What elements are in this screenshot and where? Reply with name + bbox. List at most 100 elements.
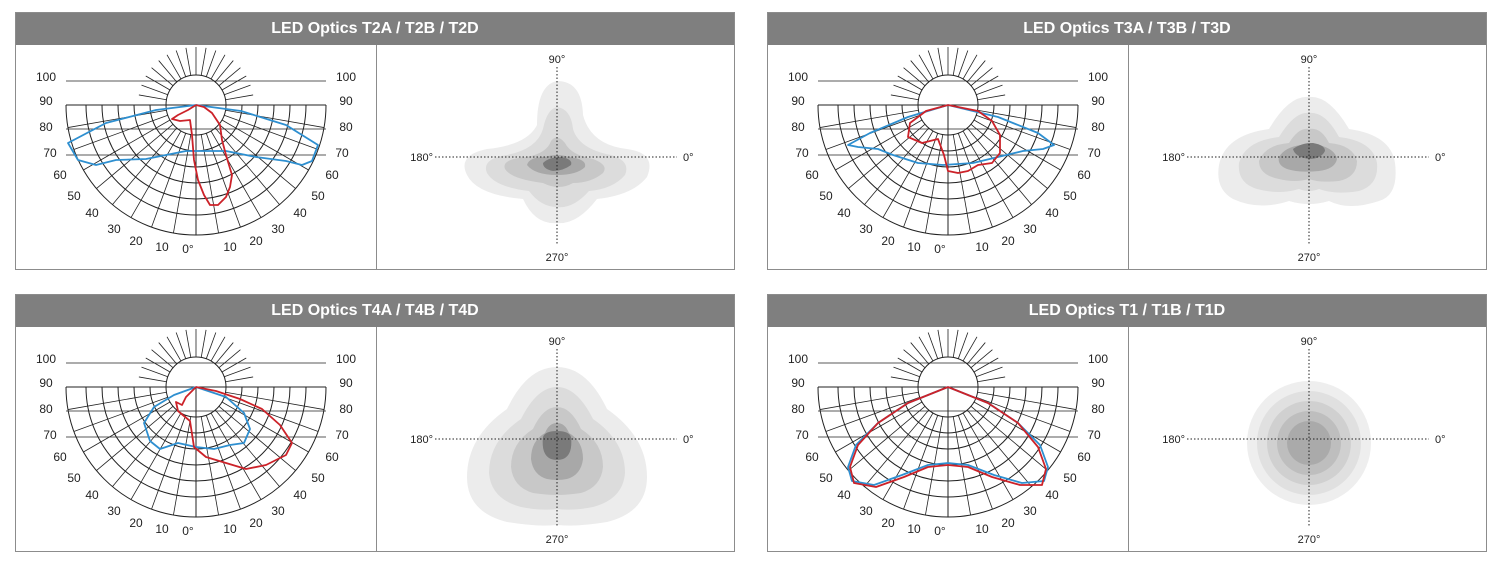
polar-label: 80 — [1091, 120, 1105, 134]
polar-label: 0° — [182, 242, 194, 256]
isolux-label-left: 180° — [1162, 434, 1185, 446]
polar-spoke — [73, 396, 168, 432]
polar-label: 80 — [1091, 402, 1105, 416]
panel-t4: LED Optics T4A / T4B / T4D 100 90 80 70 60 50… — [15, 294, 735, 552]
red-curve — [175, 386, 293, 470]
polar-label: 70 — [795, 428, 809, 442]
panel-divider — [1128, 45, 1129, 269]
polar-label: 20 — [1001, 234, 1015, 248]
polar-spoke — [214, 409, 280, 487]
polar-label: 70 — [1087, 428, 1101, 442]
panel-title: LED Optics T1 / T1B / T1D — [768, 295, 1486, 327]
polar-spoke — [973, 401, 1061, 453]
polar-label: 90 — [39, 376, 53, 390]
polar-spoke — [67, 109, 167, 128]
polar-label: 100 — [336, 70, 356, 84]
polar-spoke — [224, 114, 319, 150]
panel-t1: LED Optics T1 / T1B / T1D 100 90 80 70 60 50 4… — [767, 294, 1487, 552]
polar-spoke — [918, 54, 934, 80]
polar-spoke — [158, 60, 178, 83]
polar-hub — [165, 74, 227, 106]
polar-spoke — [937, 47, 944, 76]
polar-label: 10 — [975, 240, 989, 254]
polar-spoke — [83, 119, 171, 171]
isolux-diagram: 90° 180° 0° 270° — [410, 54, 693, 264]
polar-label: 100 — [788, 70, 808, 84]
polar-label: 100 — [36, 70, 56, 84]
polar-label: 90 — [339, 376, 353, 390]
red-curve — [849, 386, 1047, 488]
polar-spoke — [221, 357, 247, 373]
polar-label: 20 — [881, 516, 895, 530]
polar-label: 60 — [325, 450, 339, 464]
polar-spoke — [224, 366, 251, 378]
panel-body: 100 90 80 70 60 50 40 30 20 10 0° 100 90 80 70 60 50 40 30… — [16, 45, 734, 269]
polar-spoke — [882, 130, 934, 218]
red-curve — [907, 104, 1001, 174]
polar-spoke — [976, 396, 1071, 432]
polar-spoke — [977, 109, 1077, 128]
polar-spoke — [910, 342, 930, 365]
panel-divider — [376, 45, 377, 269]
polar-label: 10 — [907, 522, 921, 536]
polar-spoke — [962, 130, 1014, 218]
polar-spoke — [205, 332, 217, 359]
polar-label: 80 — [39, 120, 53, 134]
polar-spoke — [151, 415, 187, 510]
polar-label: 0° — [934, 242, 946, 256]
isolux-label-bottom: 270° — [1298, 534, 1321, 546]
polar-spoke — [185, 47, 192, 76]
polar-hub — [917, 356, 979, 388]
polar-spoke — [962, 336, 978, 362]
polar-spoke — [96, 123, 174, 189]
polar-spoke — [966, 409, 1032, 487]
polar-spoke — [218, 405, 296, 471]
polar-spoke — [952, 134, 971, 234]
polar-spoke — [890, 94, 919, 101]
polar-spoke — [173, 416, 192, 516]
polar-label: 50 — [311, 189, 325, 203]
polar-label: 100 — [36, 352, 56, 366]
polar-label: 80 — [339, 120, 353, 134]
polar-label: 50 — [819, 189, 833, 203]
isolux-diagram: 90° 180° 0° 270° — [1162, 336, 1445, 546]
panel-title: LED Optics T2A / T2B / T2D — [16, 13, 734, 45]
polar-label: 50 — [1063, 471, 1077, 485]
polar-label: 70 — [335, 428, 349, 442]
polar-label: 80 — [791, 120, 805, 134]
polar-spoke — [848, 123, 926, 189]
polar-label: 80 — [39, 402, 53, 416]
polar-grid — [65, 329, 327, 518]
polar-spoke — [970, 349, 993, 369]
isolux-label-top: 90° — [1301, 54, 1318, 66]
panel-t3: LED Optics T3A / T3B / T3D 100 90 80 70 60 50… — [767, 12, 1487, 270]
polar-label: 40 — [85, 206, 99, 220]
polar-spoke — [151, 67, 174, 87]
polar-spoke — [218, 349, 241, 369]
isolux-label-top: 90° — [549, 336, 566, 348]
polar-label: 60 — [1077, 168, 1091, 182]
polar-spoke — [897, 357, 923, 373]
polar-spoke — [970, 405, 1048, 471]
polar-spoke — [225, 376, 254, 383]
polar-label: 70 — [43, 428, 57, 442]
polar-label: 90 — [791, 94, 805, 108]
panel-title: LED Optics T3A / T3B / T3D — [768, 13, 1486, 45]
polar-spoke — [893, 366, 920, 378]
polar-spoke — [927, 50, 939, 77]
polar-spoke — [141, 366, 168, 378]
polar-spoke — [210, 130, 262, 218]
polar-spoke — [893, 84, 920, 96]
polar-label: 10 — [155, 240, 169, 254]
polar-label: 70 — [335, 146, 349, 160]
polar-label: 20 — [1001, 516, 1015, 530]
polar-spoke — [903, 67, 926, 87]
polar-label: 100 — [336, 352, 356, 366]
isolux-label-bottom: 270° — [546, 252, 569, 264]
polar-label: 0° — [934, 524, 946, 538]
polar-label: 70 — [795, 146, 809, 160]
polar-label: 40 — [1045, 206, 1059, 220]
polar-label: 90 — [339, 94, 353, 108]
